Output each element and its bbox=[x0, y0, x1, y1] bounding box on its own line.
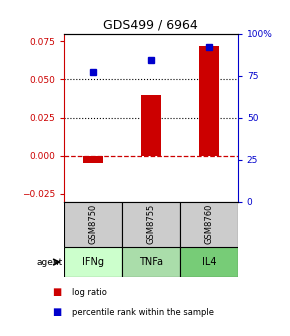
Bar bbox=[83, 156, 103, 163]
Text: TNFa: TNFa bbox=[139, 257, 163, 267]
Text: percentile rank within the sample: percentile rank within the sample bbox=[72, 308, 215, 317]
Text: agent: agent bbox=[36, 258, 63, 266]
Bar bbox=[180, 202, 238, 247]
Bar bbox=[122, 202, 180, 247]
Bar bbox=[199, 46, 219, 156]
Bar bbox=[64, 202, 122, 247]
Text: GSM8760: GSM8760 bbox=[204, 204, 213, 245]
Title: GDS499 / 6964: GDS499 / 6964 bbox=[104, 18, 198, 31]
Text: ■: ■ bbox=[52, 307, 61, 318]
Text: IL4: IL4 bbox=[202, 257, 216, 267]
Text: GSM8750: GSM8750 bbox=[88, 204, 97, 244]
Bar bbox=[122, 247, 180, 277]
Text: ■: ■ bbox=[52, 287, 61, 297]
Bar bbox=[180, 247, 238, 277]
Bar bbox=[64, 247, 122, 277]
Text: IFNg: IFNg bbox=[82, 257, 104, 267]
Bar bbox=[141, 95, 161, 156]
Text: log ratio: log ratio bbox=[72, 288, 107, 297]
Text: GSM8755: GSM8755 bbox=[146, 204, 155, 244]
